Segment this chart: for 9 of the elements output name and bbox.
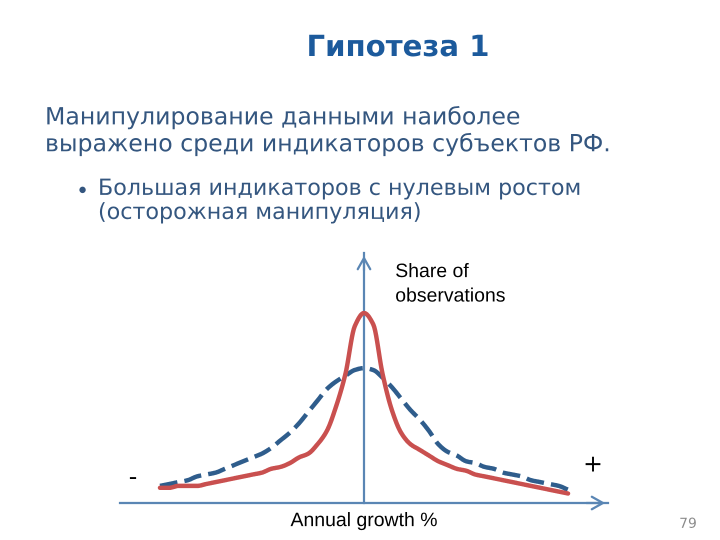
y-axis-title: Share of observations [396, 263, 505, 302]
chart-subtitle: Манипулирование данными наиболее выражено среди индикаторов субъектов РФ. [47, 106, 608, 156]
text: Большая индикаторов с нулевым ростом (осторожная манипуляция) [100, 178, 580, 224]
text: + [586, 456, 600, 472]
text: 79 [680, 518, 696, 528]
x-axis-title: Annual growth % [290, 512, 437, 530]
chart-title: Гипотеза 1 [309, 34, 488, 56]
text: - [130, 477, 136, 479]
text: • [79, 186, 86, 194]
